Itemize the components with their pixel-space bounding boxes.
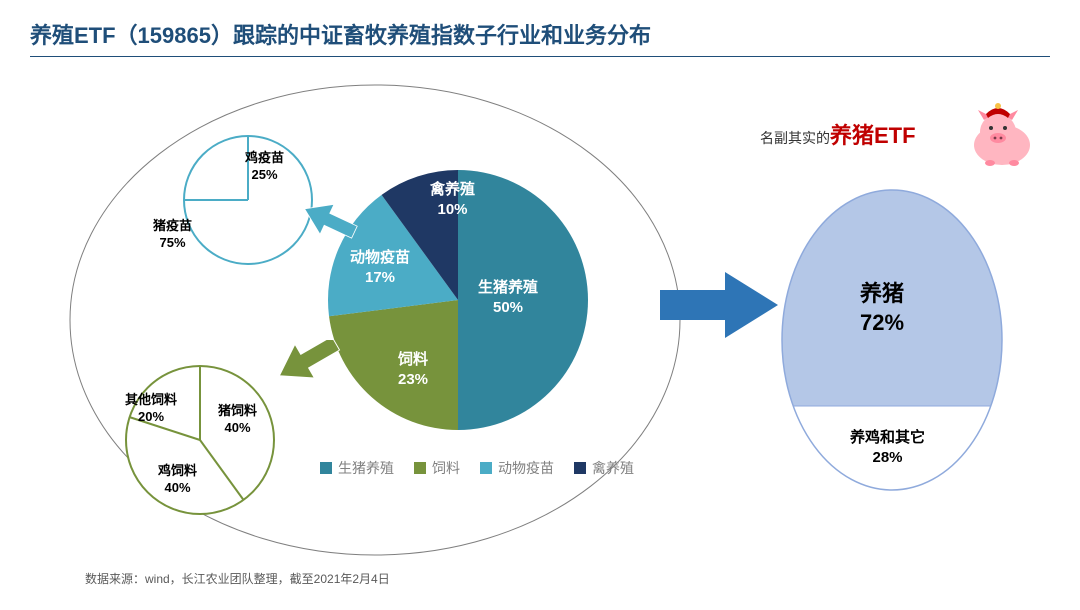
center-slice-label-poultry: 禽养殖 10% [430, 180, 475, 219]
legend-item-0: 生猪养殖 [320, 458, 394, 478]
feed-label-chicken: 鸡饲料 40% [158, 463, 197, 497]
legend-item-3: 禽养殖 [574, 458, 634, 478]
center-slice-label-vax: 动物疫苗 17% [350, 248, 410, 287]
feed-label-other: 其他饲料 20% [125, 392, 177, 426]
vaccine-label-pig: 猪疫苗 75% [153, 218, 192, 252]
center-pie-legend: 生猪养殖 饲料 动物疫苗 禽养殖 [320, 458, 634, 478]
legend-item-2: 动物疫苗 [480, 458, 554, 478]
result-bottom-pct: 28% [850, 448, 925, 468]
result-top-pct: 72% [860, 309, 904, 338]
center-slice-pct-vax: 17% [350, 268, 410, 288]
pig-icon [960, 100, 1040, 170]
vaccine-label-chicken: 鸡疫苗 25% [245, 150, 284, 184]
result-bottom-label: 养鸡和其它 28% [850, 428, 925, 467]
center-slice-label-feed: 饲料 23% [398, 350, 428, 389]
legend-item-1: 饲料 [414, 458, 460, 478]
vaccine-pct-chicken: 25% [245, 167, 284, 184]
center-slice-pct-poultry: 10% [430, 200, 475, 220]
result-top-label: 养猪 72% [860, 280, 904, 337]
result-ellipse [0, 0, 1080, 610]
feed-pct-pig: 40% [218, 420, 257, 437]
feed-label-pig: 猪饲料 40% [218, 403, 257, 437]
center-slice-pct-pig: 50% [478, 298, 538, 318]
center-slice-pct-feed: 23% [398, 370, 428, 390]
feed-pct-chicken: 40% [158, 480, 197, 497]
feed-pct-other: 20% [125, 409, 177, 426]
data-source: 数据来源：wind，长江农业团队整理，截至2021年2月4日 [85, 570, 390, 587]
center-slice-label-pig: 生猪养殖 50% [478, 278, 538, 317]
vaccine-pct-pig: 75% [153, 235, 192, 252]
tagline: 名副其实的养猪ETF [760, 118, 916, 150]
